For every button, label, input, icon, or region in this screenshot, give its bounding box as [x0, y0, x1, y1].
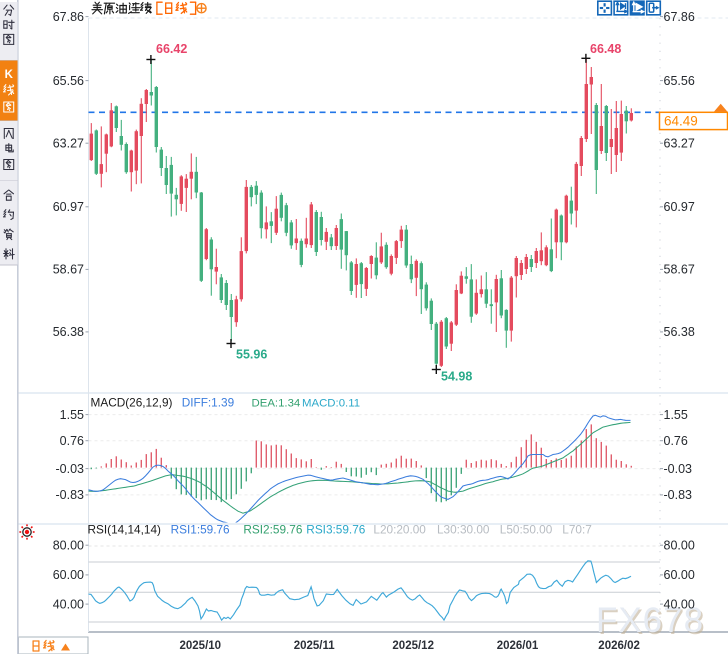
- svg-text:FX678: FX678: [598, 603, 706, 642]
- svg-text:DEA:1.34: DEA:1.34: [252, 398, 301, 410]
- svg-text:L70:7: L70:7: [562, 523, 592, 537]
- svg-text:54.98: 54.98: [441, 370, 472, 384]
- svg-text:40.00: 40.00: [53, 597, 84, 611]
- svg-text:55.96: 55.96: [236, 348, 267, 362]
- svg-text:56.38: 56.38: [664, 325, 695, 339]
- svg-text:L30:30.00: L30:30.00: [437, 523, 490, 537]
- svg-text:64.49: 64.49: [664, 114, 698, 129]
- svg-text:56.38: 56.38: [53, 325, 84, 339]
- svg-text:65.56: 65.56: [53, 74, 84, 88]
- svg-text:L20:20.00: L20:20.00: [373, 523, 426, 537]
- svg-text:0.76: 0.76: [664, 434, 688, 448]
- svg-text:63.27: 63.27: [664, 136, 695, 150]
- svg-text:MACD:0.11: MACD:0.11: [302, 398, 360, 410]
- svg-text:RSI(14,14,14): RSI(14,14,14): [88, 523, 162, 537]
- svg-text:67.86: 67.86: [664, 10, 695, 24]
- svg-text:RSI1:59.76: RSI1:59.76: [171, 523, 230, 537]
- svg-text:RSI2:59.76: RSI2:59.76: [243, 523, 302, 537]
- svg-text:60.97: 60.97: [53, 200, 84, 214]
- svg-text:MACD(26,12,9): MACD(26,12,9): [91, 396, 173, 410]
- svg-text:2025/12: 2025/12: [392, 640, 434, 652]
- svg-text:0.76: 0.76: [60, 434, 84, 448]
- svg-text:DIFF:1.39: DIFF:1.39: [182, 396, 234, 410]
- svg-text:-0.03: -0.03: [56, 462, 85, 476]
- svg-text:L50:50.00: L50:50.00: [500, 523, 553, 537]
- svg-text:1.55: 1.55: [60, 408, 84, 422]
- svg-text:RSI3:59.76: RSI3:59.76: [306, 523, 365, 537]
- svg-text:2025/10: 2025/10: [180, 640, 222, 652]
- svg-text:67.86: 67.86: [53, 10, 84, 24]
- svg-text:66.48: 66.48: [590, 42, 621, 56]
- svg-text:60.00: 60.00: [664, 568, 695, 582]
- svg-text:58.67: 58.67: [53, 263, 84, 277]
- svg-text:60.97: 60.97: [664, 200, 695, 214]
- svg-text:2025/11: 2025/11: [294, 640, 336, 652]
- svg-text:-0.03: -0.03: [664, 462, 693, 476]
- svg-text:58.67: 58.67: [664, 263, 695, 277]
- svg-text:60.00: 60.00: [53, 568, 84, 582]
- svg-text:2026/02: 2026/02: [598, 640, 640, 652]
- svg-text:-0.83: -0.83: [664, 488, 693, 502]
- svg-text:-0.83: -0.83: [56, 488, 85, 502]
- svg-text:K: K: [5, 69, 14, 81]
- svg-text:66.42: 66.42: [156, 42, 187, 56]
- svg-text:40.00: 40.00: [664, 597, 695, 611]
- svg-text:65.56: 65.56: [664, 74, 695, 88]
- svg-text:63.27: 63.27: [53, 136, 84, 150]
- svg-text:FX678: FX678: [596, 601, 704, 640]
- svg-text:80.00: 80.00: [53, 538, 84, 552]
- svg-text:80.00: 80.00: [664, 538, 695, 552]
- svg-text:2026/01: 2026/01: [497, 640, 539, 652]
- svg-text:1.55: 1.55: [664, 408, 688, 422]
